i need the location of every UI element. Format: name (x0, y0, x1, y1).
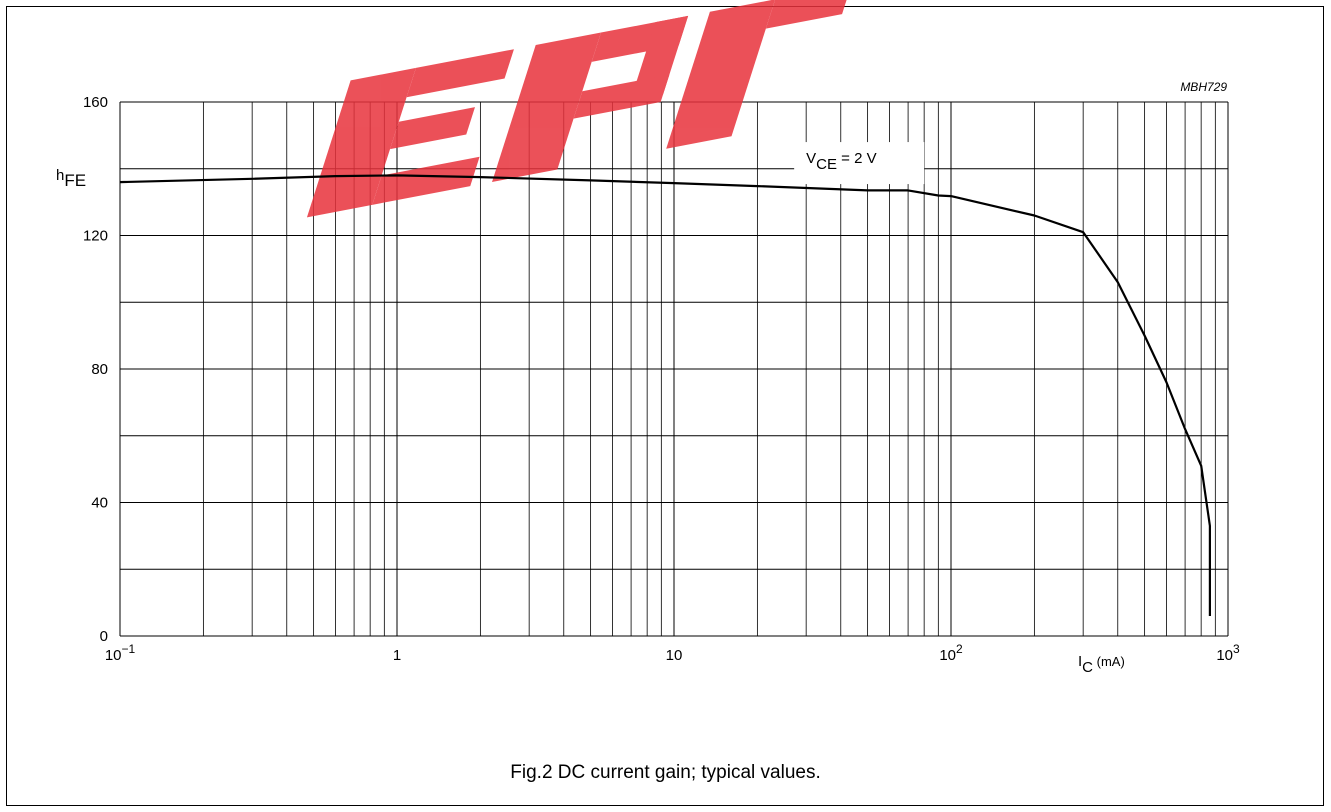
watermark-glyph (306, 67, 416, 218)
labels-layer: 0 40 80 120 160 10−1 1 10 102 103 hFE IC (mA) VCE = … (56, 94, 1240, 682)
grid (119, 101, 1229, 637)
watermark-glyph (372, 156, 480, 205)
x-axis-label-bg (1074, 648, 1166, 682)
y-tick-label: 0 (100, 628, 108, 645)
x-tick-label: 10 (666, 647, 683, 664)
x-axis-label: IC (mA) (1078, 653, 1125, 676)
watermark-shape (306, 0, 852, 218)
series-layer (119, 174, 1212, 616)
x-tick-label: 10−1 (105, 642, 136, 664)
annotation-bg (794, 142, 925, 185)
watermark-glyph (666, 0, 776, 149)
series-line (119, 174, 1212, 616)
x-tick-label: 103 (1216, 642, 1240, 664)
x-tick-label: 102 (939, 642, 963, 664)
annotation-vce: VCE = 2 V (806, 150, 876, 173)
figure-code: MBH729 (1180, 80, 1227, 94)
figure-caption: Fig.2 DC current gain; typical values. (510, 762, 821, 783)
watermark-logo (306, 0, 852, 218)
y-tick-label: 120 (83, 228, 108, 245)
y-tick-label: 40 (91, 495, 108, 512)
y-tick-label: 160 (83, 94, 108, 111)
watermark-glyph (573, 74, 670, 119)
y-tick-label: 80 (91, 361, 108, 378)
figure-frame (6, 6, 1324, 806)
y-axis-label: hFE (56, 167, 86, 190)
watermark-glyph (492, 32, 602, 182)
watermark-glyph (406, 49, 514, 98)
x-tick-label: 1 (393, 647, 401, 664)
watermark-glyph (390, 107, 475, 150)
watermark-glyph (765, 0, 852, 29)
